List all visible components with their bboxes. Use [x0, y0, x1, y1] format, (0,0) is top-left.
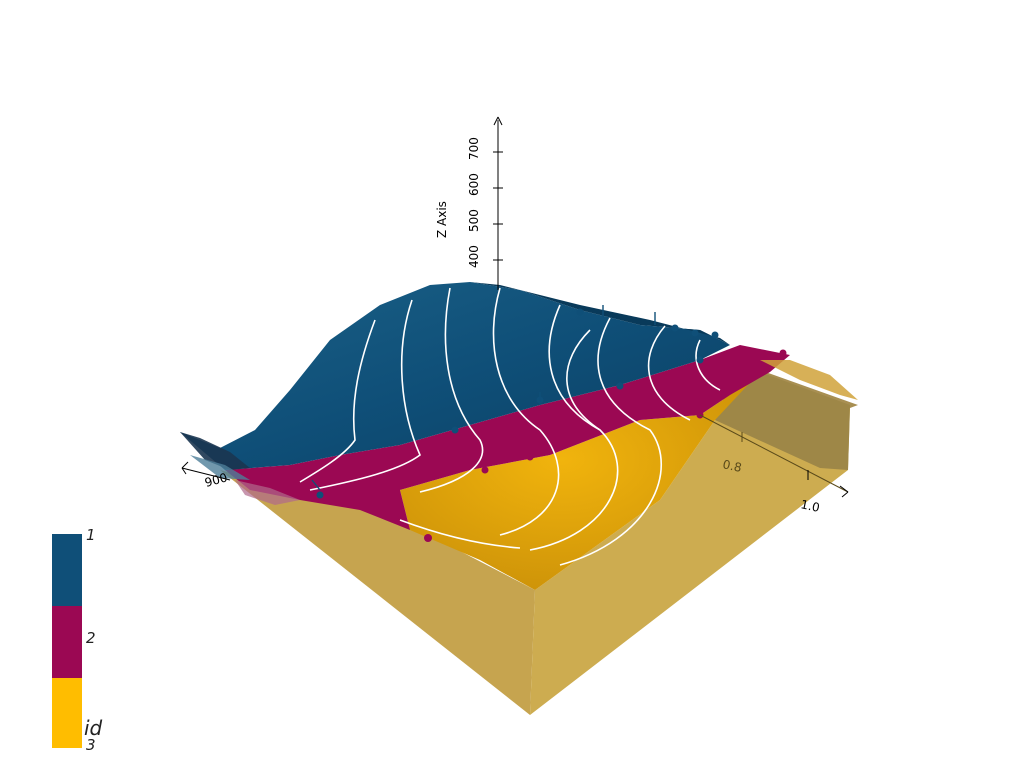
legend-label-1: 1 — [86, 526, 96, 544]
contour-lines — [299, 287, 721, 566]
z-tick-700: 700 — [467, 137, 481, 160]
y-tick-0.8: 0.8 — [721, 457, 743, 475]
legend-swatch-3 — [52, 678, 82, 748]
z-tick-400: 400 — [467, 245, 481, 268]
legend-label-3: 3 — [86, 736, 96, 754]
y-tick-1.0: 1.0 — [799, 497, 821, 515]
block-side-left — [220, 470, 535, 715]
left-fragment-blue — [190, 455, 250, 480]
left-fragment-pink — [235, 480, 300, 505]
right-fragment — [760, 360, 858, 400]
left-fragment — [180, 432, 250, 470]
unit-3-surface — [400, 372, 760, 590]
x-axis: 900 — [181, 461, 231, 490]
ridge-shadow — [470, 282, 730, 345]
orientation-arrows — [311, 305, 656, 491]
z-tick-500: 500 — [467, 209, 481, 232]
legend: 1 2 id 3 — [52, 526, 103, 754]
block-side-right — [530, 408, 850, 715]
y-axis: 0.8 1.0 — [699, 414, 849, 515]
z-axis-title: Z Axis — [435, 201, 449, 238]
legend-swatch-1 — [52, 534, 82, 606]
geologic-block — [180, 282, 858, 715]
unit-2-surface — [225, 345, 790, 530]
unit-1-surface — [180, 282, 730, 470]
legend-swatch-2 — [52, 606, 82, 678]
block-top-back-shadow — [715, 372, 850, 470]
legend-label-2: 2 — [86, 629, 96, 647]
z-tick-600: 600 — [467, 173, 481, 196]
z-axis: 700 600 500 400 Z Axis — [435, 116, 503, 290]
legend-title: id — [84, 716, 103, 740]
x-tick-900: 900 — [203, 470, 229, 489]
surface-points — [316, 308, 787, 542]
